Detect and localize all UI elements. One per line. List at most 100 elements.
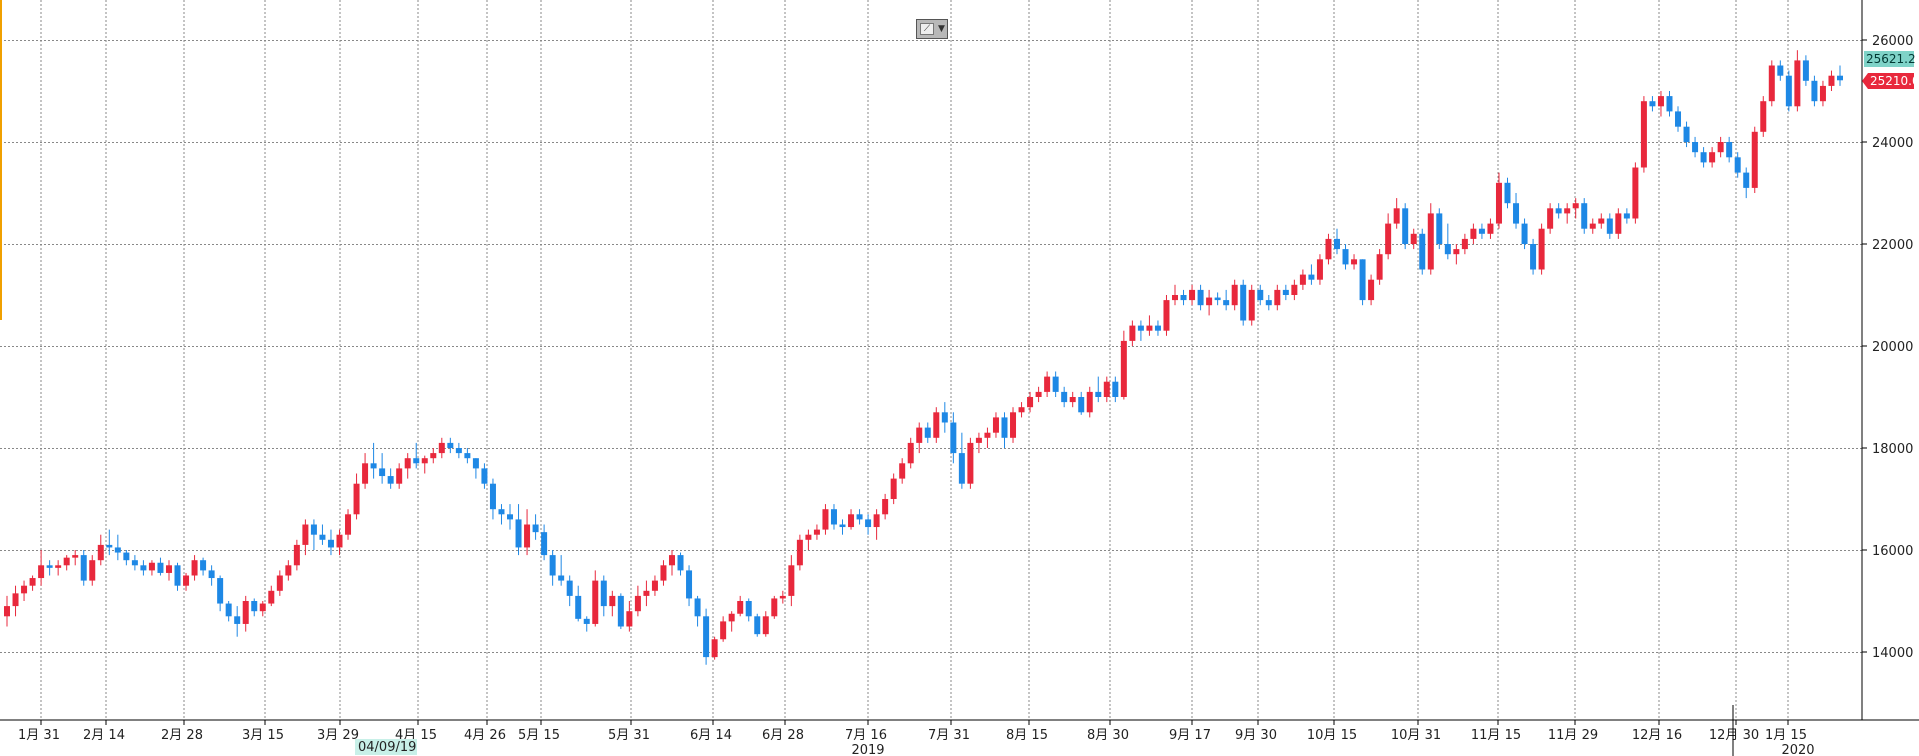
candle[interactable] [1274, 284, 1281, 311]
candle[interactable] [924, 422, 931, 443]
candle-body[interactable] [1368, 279, 1375, 301]
candle[interactable] [728, 611, 735, 632]
candle[interactable] [600, 575, 607, 617]
candle[interactable] [1504, 177, 1511, 209]
candle-body[interactable] [865, 519, 872, 528]
candle[interactable] [464, 448, 471, 464]
candle-body[interactable] [711, 639, 718, 658]
candle[interactable] [268, 585, 275, 607]
candle-body[interactable] [1538, 228, 1545, 270]
candle[interactable] [63, 555, 70, 571]
candle[interactable] [1282, 284, 1289, 301]
candle[interactable] [1427, 203, 1434, 275]
candle-body[interactable] [1513, 203, 1520, 224]
candle-body[interactable] [848, 514, 855, 528]
candle-body[interactable] [285, 565, 292, 576]
candle[interactable] [12, 585, 19, 617]
candle[interactable] [916, 422, 923, 454]
candle-body[interactable] [1214, 297, 1221, 301]
candle-body[interactable] [1129, 325, 1136, 341]
candle-body[interactable] [1692, 142, 1699, 153]
candle-body[interactable] [694, 598, 701, 617]
candle[interactable] [1299, 269, 1306, 290]
candle-body[interactable] [242, 601, 249, 624]
candle-body[interactable] [276, 575, 283, 591]
candle[interactable] [1001, 412, 1008, 448]
candle-body[interactable] [89, 560, 96, 581]
candle[interactable] [38, 550, 45, 586]
candle-body[interactable] [1734, 157, 1741, 173]
candle[interactable] [890, 473, 897, 505]
candle-body[interactable] [1785, 75, 1792, 107]
candle-body[interactable] [464, 453, 471, 459]
candle[interactable] [1410, 228, 1417, 250]
candle[interactable] [1146, 315, 1153, 336]
candle[interactable] [1615, 208, 1622, 239]
candle-body[interactable] [890, 478, 897, 499]
candle[interactable] [1112, 376, 1119, 403]
candle[interactable] [1819, 80, 1826, 107]
candle[interactable] [1291, 279, 1298, 301]
candle-body[interactable] [728, 613, 735, 622]
candle-body[interactable] [1828, 75, 1835, 86]
candle-body[interactable] [754, 616, 761, 635]
candle[interactable] [1095, 376, 1102, 403]
candle[interactable] [541, 524, 548, 561]
candle-body[interactable] [1189, 289, 1196, 301]
candle-body[interactable] [174, 565, 181, 586]
candle[interactable] [251, 598, 258, 617]
candle[interactable] [396, 463, 403, 489]
candle[interactable] [651, 575, 658, 596]
candle[interactable] [668, 550, 675, 576]
candle-body[interactable] [1555, 208, 1562, 214]
candle[interactable] [1478, 223, 1485, 239]
candle-body[interactable] [80, 555, 87, 581]
candle-body[interactable] [97, 544, 104, 561]
candle-body[interactable] [967, 442, 974, 484]
candle-body[interactable] [1325, 238, 1332, 260]
candle-body[interactable] [549, 555, 556, 576]
candle-body[interactable] [813, 529, 820, 535]
candle-body[interactable] [1044, 376, 1051, 392]
candle-body[interactable] [575, 595, 582, 619]
candle[interactable] [1470, 223, 1477, 244]
candle[interactable] [1402, 203, 1409, 250]
candle[interactable] [1419, 228, 1426, 275]
candle-body[interactable] [21, 585, 28, 594]
candle[interactable] [1316, 254, 1323, 285]
candle-body[interactable] [592, 580, 599, 624]
candle-body[interactable] [55, 565, 62, 568]
candle-body[interactable] [1444, 244, 1451, 255]
candle[interactable] [677, 552, 684, 576]
candle-body[interactable] [1402, 208, 1409, 244]
candle[interactable] [1189, 284, 1196, 306]
candle-body[interactable] [165, 565, 172, 573]
candle[interactable] [46, 560, 53, 576]
candle[interactable] [609, 590, 616, 617]
candle-body[interactable] [1299, 274, 1306, 285]
candle-body[interactable] [1172, 295, 1179, 301]
candle-body[interactable] [1726, 142, 1733, 158]
candle[interactable] [234, 606, 241, 637]
candle-body[interactable] [856, 514, 863, 520]
candle[interactable] [1137, 320, 1144, 341]
candle-body[interactable] [268, 590, 275, 604]
candle-body[interactable] [362, 463, 369, 484]
candle-body[interactable] [1282, 289, 1289, 295]
candle[interactable] [1675, 106, 1682, 132]
candle[interactable] [1530, 238, 1537, 275]
candle-body[interactable] [4, 606, 10, 617]
candle[interactable] [1027, 391, 1034, 413]
candle-body[interactable] [839, 524, 846, 528]
candle[interactable] [498, 504, 505, 525]
candle-body[interactable] [1819, 85, 1826, 102]
candle[interactable] [771, 595, 778, 619]
candle[interactable] [80, 550, 87, 586]
candle[interactable] [1564, 203, 1571, 224]
candle[interactable] [208, 565, 215, 586]
candle[interactable] [839, 519, 846, 535]
candle[interactable] [762, 611, 769, 637]
candle-body[interactable] [1802, 60, 1809, 81]
candle-body[interactable] [745, 601, 752, 617]
candle[interactable] [1069, 391, 1076, 408]
